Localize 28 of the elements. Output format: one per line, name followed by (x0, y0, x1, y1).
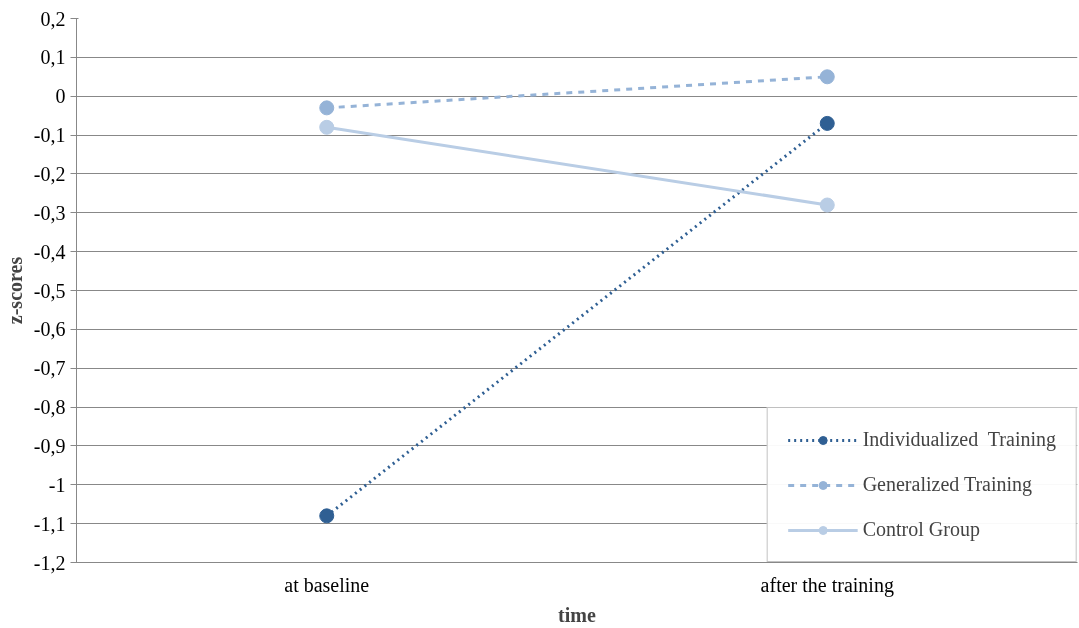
y-tick-label: -0,7 (33, 357, 66, 380)
y-tick-label: -1 (48, 473, 66, 496)
y-tick-label: 0,1 (40, 46, 66, 69)
x-axis-title: time (558, 603, 596, 626)
legend-label: Generalized Training (862, 473, 1033, 496)
x-tick-label: at baseline (284, 573, 370, 596)
y-tick-label: 0,2 (40, 7, 66, 30)
y-tick-label: 0 (55, 85, 66, 108)
y-tick-label: -0,8 (33, 396, 66, 419)
y-tick-label: -0,3 (33, 201, 66, 224)
legend-label: Control Group (862, 518, 980, 541)
y-tick-label: -1,2 (33, 551, 66, 574)
point (819, 69, 835, 85)
y-tick-label: -0,2 (33, 162, 66, 185)
point (819, 197, 835, 213)
legend-label: Individualized Training (862, 428, 1056, 451)
y-tick-label: -0,5 (33, 279, 66, 302)
point (319, 119, 335, 135)
point (319, 100, 335, 116)
y-tick-label: -0,9 (33, 434, 66, 457)
point (319, 508, 335, 524)
y-tick-label: -0,4 (33, 240, 66, 263)
x-tick-label: after the training (760, 573, 894, 597)
y-axis-title: z-scores (3, 256, 26, 325)
y-tick-label: -0,1 (33, 124, 66, 147)
y-tick-label: -0,6 (33, 318, 66, 341)
point (819, 115, 835, 131)
y-tick-label: -1,1 (33, 512, 66, 535)
